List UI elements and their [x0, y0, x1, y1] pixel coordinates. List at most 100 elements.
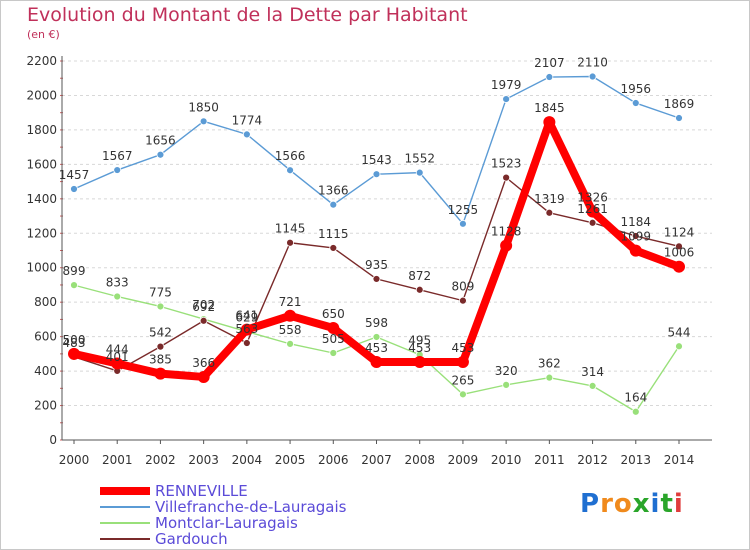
data-point [113, 292, 122, 301]
data-label: 650 [322, 307, 345, 321]
unit-label: (en €) [27, 28, 60, 41]
data-label: 362 [538, 357, 561, 371]
data-label: 1979 [491, 78, 522, 92]
data-label: 833 [106, 275, 129, 289]
data-point [242, 339, 251, 347]
logo-letter: t [660, 489, 674, 519]
data-point [111, 357, 124, 370]
data-label: 629 [235, 311, 258, 325]
data-point [240, 323, 253, 336]
data-point [70, 185, 78, 193]
data-label: 2110 [577, 56, 608, 70]
data-label: 1366 [318, 184, 349, 198]
data-label: 1115 [318, 227, 349, 241]
x-tick-label: 2005 [275, 453, 306, 467]
data-point [199, 316, 208, 325]
data-point [588, 382, 597, 390]
data-label: 563 [235, 322, 258, 336]
legend-item: Gardouch [100, 530, 228, 548]
data-label: 1006 [664, 246, 695, 260]
data-point [329, 349, 338, 357]
data-label: 164 [624, 391, 647, 405]
logo-letter: i [650, 489, 661, 519]
data-label: 935 [365, 258, 388, 272]
y-tick-label: 1800 [26, 123, 57, 137]
x-tick-label: 2012 [577, 453, 608, 467]
data-point [415, 168, 424, 177]
y-tick-label: 2000 [26, 88, 57, 102]
data-label: 500 [63, 333, 86, 347]
x-tick-label: 2011 [534, 453, 565, 467]
data-label: 1567 [102, 149, 133, 163]
proxiti-logo: Proxiti [580, 489, 684, 519]
data-point [459, 296, 467, 305]
legend-swatch [100, 538, 150, 540]
y-tick-label: 1000 [26, 261, 57, 275]
data-label: 314 [581, 365, 604, 379]
data-label: 1869 [664, 97, 695, 111]
x-tick-label: 2002 [145, 453, 176, 467]
data-label: 1956 [621, 82, 652, 96]
data-point [413, 355, 426, 368]
data-label: 641 [235, 309, 258, 323]
legend-label: Gardouch [155, 530, 228, 548]
data-label: 1656 [145, 134, 176, 148]
data-point [675, 342, 683, 351]
data-label: 1326 [577, 191, 608, 205]
legend-swatch [100, 506, 150, 508]
data-point [286, 166, 294, 175]
logo-letter: r [600, 489, 614, 519]
y-tick-label: 2200 [26, 54, 57, 68]
logo-letter: i [673, 489, 684, 519]
data-point [156, 342, 165, 351]
legend-label: Villefranche-de-Lauragais [155, 498, 347, 516]
data-label: 453 [408, 341, 431, 355]
data-point [370, 355, 383, 368]
data-point [284, 309, 297, 322]
data-label: 1184 [621, 215, 652, 229]
data-point [327, 322, 340, 335]
data-label: 483 [63, 336, 86, 350]
data-label: 899 [63, 264, 86, 278]
legend-label: Montclar-Lauragais [155, 514, 298, 532]
legend-label: RENNEVILLE [155, 482, 248, 500]
data-label: 872 [408, 269, 431, 283]
data-label: 544 [668, 325, 691, 339]
data-label: 1145 [275, 222, 306, 236]
data-label: 366 [192, 356, 215, 370]
legend-swatch [100, 522, 150, 524]
data-point [286, 238, 294, 247]
data-point [500, 239, 513, 252]
data-label: 1255 [448, 203, 479, 217]
y-tick-label: 600 [34, 330, 57, 344]
data-label: 1552 [404, 152, 435, 166]
data-label: 505 [322, 332, 345, 346]
data-label: 1845 [534, 101, 565, 115]
data-point [199, 117, 208, 126]
x-tick-label: 2001 [102, 453, 133, 467]
data-point [154, 367, 167, 380]
data-point [68, 347, 80, 360]
data-label: 453 [451, 341, 474, 355]
legend-swatch [100, 487, 150, 495]
data-label: 1457 [59, 168, 90, 182]
x-tick-label: 2009 [448, 453, 479, 467]
data-point [459, 219, 467, 228]
data-label: 1543 [361, 153, 392, 167]
data-point [372, 275, 381, 283]
data-label: 721 [279, 295, 302, 309]
data-point [629, 244, 642, 257]
data-point [156, 150, 165, 159]
data-point [502, 95, 511, 103]
data-label: 775 [149, 285, 172, 299]
data-label: 1850 [188, 100, 219, 114]
data-point [329, 200, 338, 209]
y-tick-label: 1600 [26, 157, 57, 171]
y-tick-label: 1400 [26, 192, 57, 206]
logo-letter: x [632, 489, 651, 519]
y-tick-label: 1200 [26, 226, 57, 240]
data-label: 453 [365, 341, 388, 355]
x-tick-label: 2008 [404, 453, 435, 467]
data-point [70, 281, 78, 290]
